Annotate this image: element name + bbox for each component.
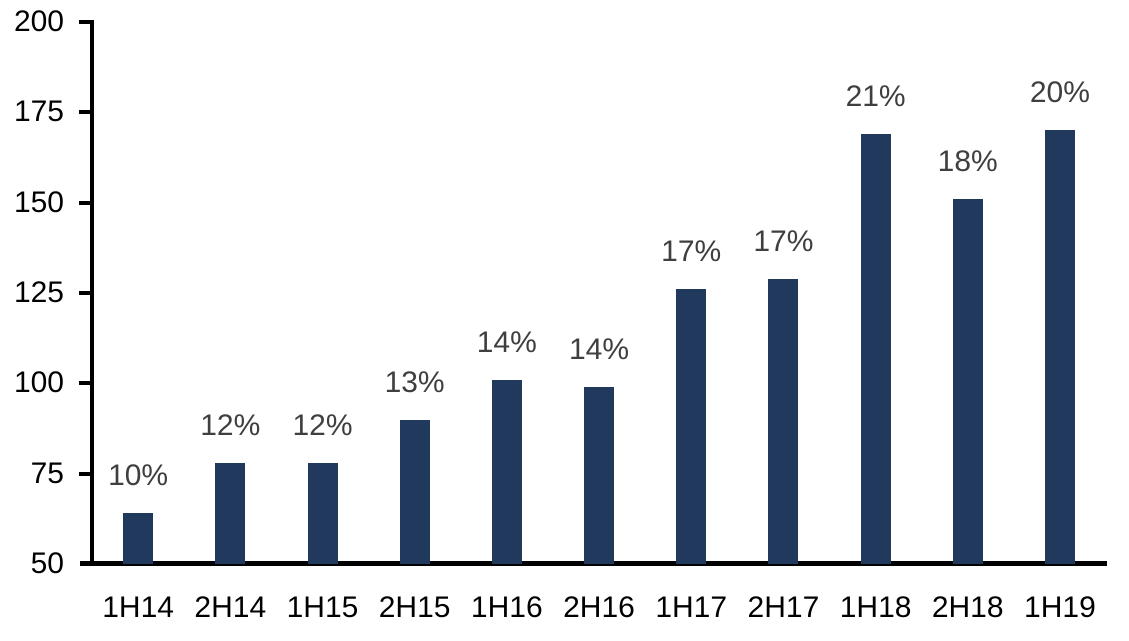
bar-value-label: 14% xyxy=(476,325,537,359)
y-axis-tick xyxy=(79,20,92,24)
y-axis-line xyxy=(90,20,94,566)
bar-2h15 xyxy=(399,419,430,564)
y-axis-tick xyxy=(79,381,92,386)
bar-2h16 xyxy=(584,386,614,564)
x-axis-tick-label: 1H19 xyxy=(1024,591,1096,624)
bar-1h15 xyxy=(307,462,338,564)
y-axis-tick-label: 125 xyxy=(13,276,64,309)
bar-value-label: 17% xyxy=(753,224,814,258)
x-axis-tick-label: 2H16 xyxy=(563,591,635,624)
y-axis-tick xyxy=(79,200,92,205)
y-axis-tick xyxy=(79,110,92,115)
y-axis-tick xyxy=(79,291,92,295)
bar-1h19 xyxy=(1044,130,1075,564)
x-axis-tick-label: 2H17 xyxy=(747,591,820,624)
bar-value-label: 17% xyxy=(661,235,722,269)
bar-2h17 xyxy=(768,278,799,564)
x-axis-tick-label: 2H14 xyxy=(194,591,267,624)
bar-2h14 xyxy=(215,462,246,564)
bar-1h14 xyxy=(123,513,154,564)
y-axis-tick-label: 50 xyxy=(30,547,64,580)
y-axis-tick-label: 150 xyxy=(13,185,64,219)
bar-value-label: 21% xyxy=(845,80,906,113)
x-axis-tick-label: 1H15 xyxy=(286,591,359,624)
x-axis-tick-label: 2H18 xyxy=(931,591,1004,624)
y-axis-tick-label: 100 xyxy=(13,366,64,400)
bar-value-label: 14% xyxy=(568,332,629,366)
y-axis-tick-label: 200 xyxy=(13,5,64,38)
y-axis-tick xyxy=(79,471,92,476)
bar-value-label: 18% xyxy=(937,145,998,179)
bar-1h16 xyxy=(491,379,522,564)
bar-1h18 xyxy=(860,134,891,564)
x-axis-tick-label: 2H15 xyxy=(378,591,451,624)
x-axis-tick-label: 1H14 xyxy=(102,591,174,624)
x-axis-tick-label: 1H16 xyxy=(470,591,543,624)
bar-value-label: 13% xyxy=(384,365,445,399)
bar-value-label: 12% xyxy=(200,408,261,442)
bar-2h18 xyxy=(952,199,983,564)
bar-1h17 xyxy=(676,289,707,564)
y-axis-tick-label: 175 xyxy=(13,95,64,129)
x-axis-tick-label: 1H17 xyxy=(655,591,728,624)
bar-value-label: 20% xyxy=(1029,76,1090,110)
x-axis-tick-label: 1H18 xyxy=(839,591,912,624)
bar-value-label: 12% xyxy=(292,408,353,442)
y-axis-tick-label: 75 xyxy=(30,456,64,490)
bar-value-label: 10% xyxy=(108,459,169,493)
